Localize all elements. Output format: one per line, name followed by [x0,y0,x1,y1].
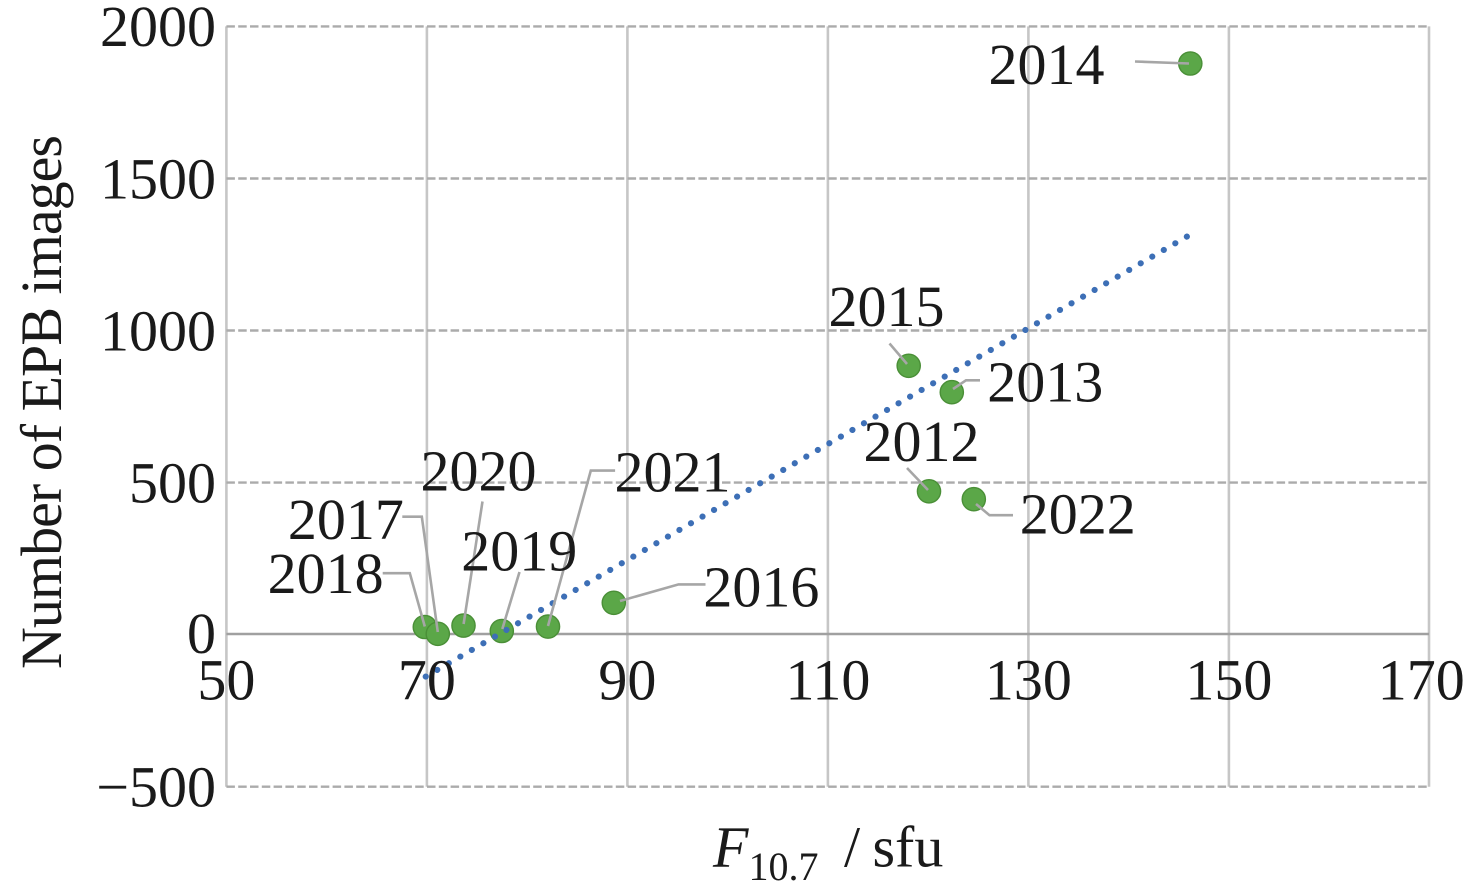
svg-text:2016: 2016 [703,554,819,619]
svg-text:0: 0 [187,601,216,666]
svg-text:90: 90 [598,648,656,713]
svg-text:2020: 2020 [421,438,537,503]
svg-text:130: 130 [985,648,1072,713]
svg-text:Number of EPB images: Number of EPB images [9,135,74,669]
svg-text:2022: 2022 [1020,481,1136,546]
svg-text:2021: 2021 [615,439,731,504]
svg-text:2019: 2019 [461,519,577,584]
svg-text:150: 150 [1185,648,1272,713]
svg-text:2018: 2018 [268,541,384,606]
svg-text:500: 500 [129,450,216,515]
svg-text:1500: 1500 [100,146,216,211]
svg-text:2013: 2013 [987,350,1103,415]
svg-text:2017: 2017 [288,487,404,552]
svg-text:50: 50 [197,648,255,713]
svg-text:110: 110 [785,648,870,713]
svg-text:2012: 2012 [864,409,980,474]
svg-text:2000: 2000 [100,0,216,59]
svg-text:−500: −500 [96,754,216,819]
svg-text:F10.7/sfu: F10.7/sfu [712,815,943,890]
svg-text:170: 170 [1378,648,1465,713]
svg-text:70: 70 [398,648,456,713]
svg-text:2014: 2014 [989,32,1105,97]
svg-text:1000: 1000 [100,298,216,363]
svg-text:2015: 2015 [829,274,945,339]
